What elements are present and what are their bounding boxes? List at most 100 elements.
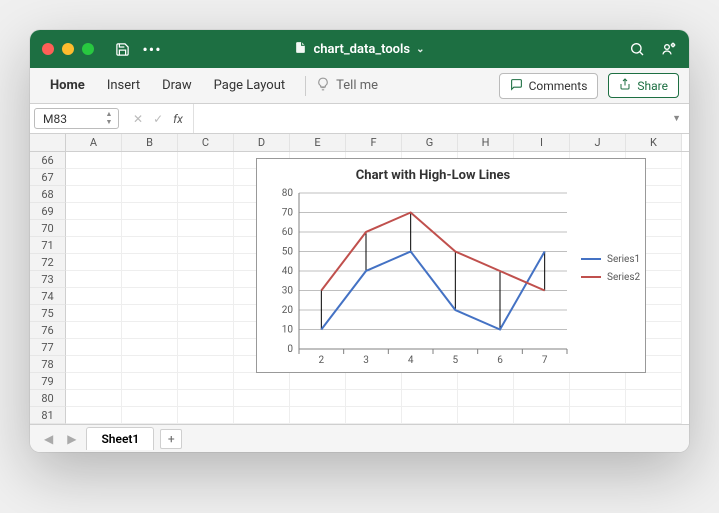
cell[interactable]	[122, 356, 178, 373]
cell[interactable]	[570, 373, 626, 390]
minimize-window-button[interactable]	[62, 43, 74, 55]
column-header[interactable]: A	[66, 134, 122, 151]
accept-formula-icon[interactable]: ✓	[153, 112, 163, 126]
cell[interactable]	[626, 407, 682, 424]
cell[interactable]	[122, 271, 178, 288]
cell[interactable]	[402, 407, 458, 424]
cell[interactable]	[178, 322, 234, 339]
cell[interactable]	[122, 322, 178, 339]
cell[interactable]	[178, 203, 234, 220]
add-sheet-button[interactable]: +	[160, 429, 182, 449]
row-header[interactable]: 76	[30, 322, 66, 339]
cell[interactable]	[626, 373, 682, 390]
ribbon-tab-insert[interactable]: Insert	[97, 72, 150, 99]
cell[interactable]	[178, 339, 234, 356]
cell[interactable]	[234, 390, 290, 407]
cell[interactable]	[178, 373, 234, 390]
cell[interactable]	[122, 407, 178, 424]
search-icon[interactable]	[629, 41, 645, 57]
spreadsheet-grid[interactable]: ABCDEFGHIJK 6667686970717273747576777879…	[30, 134, 689, 424]
cell[interactable]	[178, 390, 234, 407]
row-header[interactable]: 77	[30, 339, 66, 356]
cell[interactable]	[178, 169, 234, 186]
sheet-nav-next[interactable]: ▶	[63, 432, 80, 446]
cell[interactable]	[178, 271, 234, 288]
cell[interactable]	[346, 407, 402, 424]
cell[interactable]	[66, 152, 122, 169]
column-header[interactable]: E	[290, 134, 346, 151]
cell[interactable]	[290, 407, 346, 424]
row-header[interactable]: 79	[30, 373, 66, 390]
close-window-button[interactable]	[42, 43, 54, 55]
cell[interactable]	[122, 169, 178, 186]
sheet-nav-prev[interactable]: ◀	[40, 432, 57, 446]
fx-icon[interactable]: fx	[173, 112, 183, 126]
row-header[interactable]: 80	[30, 390, 66, 407]
cell[interactable]	[66, 322, 122, 339]
row-header[interactable]: 75	[30, 305, 66, 322]
cancel-formula-icon[interactable]: ✕	[133, 112, 143, 126]
cell[interactable]	[122, 390, 178, 407]
row-header[interactable]: 67	[30, 169, 66, 186]
cell[interactable]	[514, 407, 570, 424]
cell[interactable]	[66, 237, 122, 254]
cell[interactable]	[66, 203, 122, 220]
cell[interactable]	[122, 373, 178, 390]
row-header[interactable]: 78	[30, 356, 66, 373]
column-header[interactable]: C	[178, 134, 234, 151]
column-header[interactable]: I	[514, 134, 570, 151]
cell[interactable]	[122, 339, 178, 356]
cell[interactable]	[122, 152, 178, 169]
cell[interactable]	[66, 356, 122, 373]
row-header[interactable]: 72	[30, 254, 66, 271]
column-header[interactable]: D	[234, 134, 290, 151]
cell[interactable]	[626, 390, 682, 407]
cell[interactable]	[178, 220, 234, 237]
column-header[interactable]: F	[346, 134, 402, 151]
cell[interactable]	[66, 390, 122, 407]
cell[interactable]	[178, 152, 234, 169]
cell[interactable]	[290, 390, 346, 407]
cell[interactable]	[346, 373, 402, 390]
cell[interactable]	[234, 373, 290, 390]
cell[interactable]	[570, 390, 626, 407]
embedded-chart[interactable]: Chart with High-Low Lines010203040506070…	[256, 158, 646, 373]
cell[interactable]	[66, 220, 122, 237]
cell[interactable]	[122, 203, 178, 220]
row-header[interactable]: 70	[30, 220, 66, 237]
cell[interactable]	[178, 254, 234, 271]
cell[interactable]	[402, 390, 458, 407]
row-header[interactable]: 68	[30, 186, 66, 203]
cell[interactable]	[66, 254, 122, 271]
sheet-tab-active[interactable]: Sheet1	[86, 427, 154, 450]
cell[interactable]	[178, 288, 234, 305]
ribbon-tab-page-layout[interactable]: Page Layout	[204, 72, 296, 99]
save-icon[interactable]	[114, 41, 130, 57]
cell[interactable]	[178, 237, 234, 254]
cell[interactable]	[570, 407, 626, 424]
name-box[interactable]: M83 ▲▼	[34, 108, 119, 129]
row-header[interactable]: 71	[30, 237, 66, 254]
cell[interactable]	[66, 288, 122, 305]
cell[interactable]	[66, 407, 122, 424]
cell[interactable]	[66, 271, 122, 288]
more-icon[interactable]: •••	[144, 41, 160, 57]
comments-button[interactable]: Comments	[499, 73, 599, 99]
cell[interactable]	[178, 305, 234, 322]
column-header[interactable]: G	[402, 134, 458, 151]
cell[interactable]	[178, 186, 234, 203]
share-button[interactable]: Share	[608, 73, 679, 98]
column-header[interactable]: B	[122, 134, 178, 151]
column-header[interactable]: K	[626, 134, 682, 151]
formula-expand-icon[interactable]: ▼	[672, 113, 681, 124]
chevron-down-icon[interactable]: ⌄	[416, 44, 424, 55]
maximize-window-button[interactable]	[82, 43, 94, 55]
cell[interactable]	[122, 254, 178, 271]
cell[interactable]	[122, 288, 178, 305]
row-header[interactable]: 73	[30, 271, 66, 288]
share-people-icon[interactable]	[661, 41, 677, 57]
cell[interactable]	[290, 373, 346, 390]
row-header[interactable]: 69	[30, 203, 66, 220]
ribbon-tab-home[interactable]: Home	[40, 72, 95, 99]
tell-me-search[interactable]: Tell me	[316, 77, 378, 95]
